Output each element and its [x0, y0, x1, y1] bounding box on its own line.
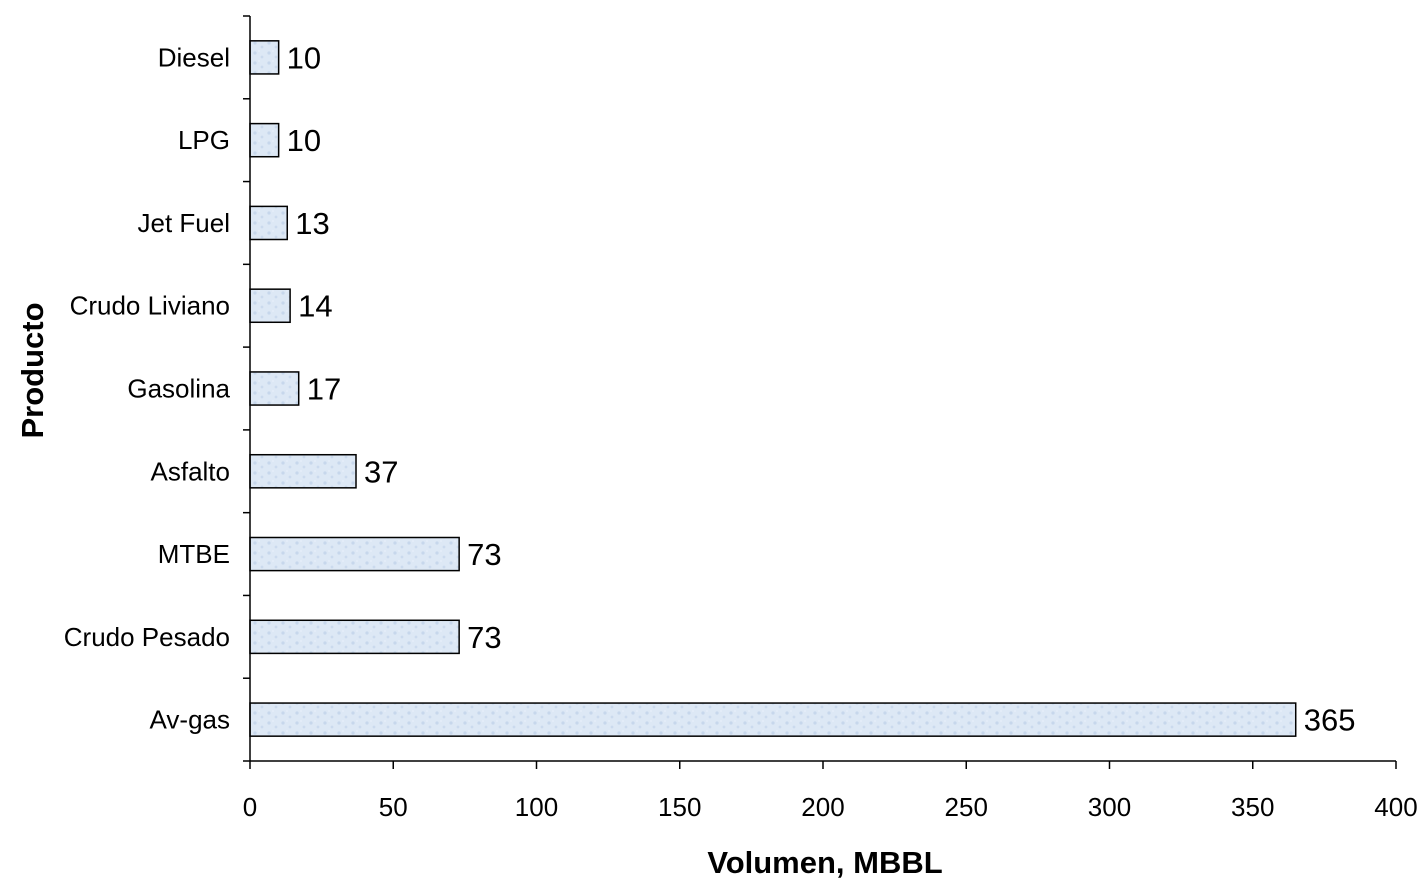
category-label: Crudo Pesado — [64, 622, 230, 652]
x-tick-label: 150 — [658, 792, 701, 822]
category-label: LPG — [178, 125, 230, 155]
ticks-layer — [243, 15, 1397, 769]
bar-asfalto — [249, 453, 357, 489]
bar-crudo-liviano — [249, 288, 291, 324]
data-label: 73 — [467, 620, 501, 655]
bar-crudo-pesado — [249, 619, 460, 655]
x-tick-label: 50 — [379, 792, 408, 822]
bar-mtbe — [249, 536, 460, 572]
data-label: 73 — [467, 537, 501, 572]
data-label: 37 — [364, 454, 398, 489]
bars-layer — [249, 40, 1297, 737]
x-axis-title: Volumen, MBBL — [707, 845, 942, 880]
category-label: Gasolina — [127, 374, 230, 404]
y-axis-title: Producto — [15, 302, 50, 438]
labels-layer: 0 50 100 150 200 250 300 350 400 Diesel 10 LPG 10 Jet… — [64, 40, 1418, 822]
bar-av-gas — [249, 702, 1297, 737]
x-tick-label: 400 — [1374, 792, 1417, 822]
data-label: 10 — [287, 123, 321, 158]
x-tick-label: 0 — [243, 792, 257, 822]
x-tick-label: 300 — [1088, 792, 1131, 822]
x-tick-label: 350 — [1231, 792, 1274, 822]
bar-jet-fuel — [249, 205, 288, 241]
data-label: 13 — [295, 206, 329, 241]
category-label: Asfalto — [151, 456, 231, 486]
data-label: 17 — [307, 372, 341, 407]
category-label: Av-gas — [150, 705, 230, 735]
x-tick-label: 200 — [801, 792, 844, 822]
bar-diesel — [249, 40, 280, 75]
category-label: MTBE — [158, 539, 230, 569]
bar-gasolina — [249, 371, 300, 406]
x-tick-label: 100 — [515, 792, 558, 822]
data-label: 10 — [287, 40, 321, 75]
data-label: 14 — [298, 289, 332, 324]
data-label: 365 — [1304, 703, 1356, 738]
x-tick-label: 250 — [945, 792, 988, 822]
bar-lpg — [249, 122, 280, 158]
category-label: Jet Fuel — [138, 208, 231, 238]
category-label: Diesel — [158, 42, 230, 72]
category-label: Crudo Liviano — [70, 291, 230, 321]
